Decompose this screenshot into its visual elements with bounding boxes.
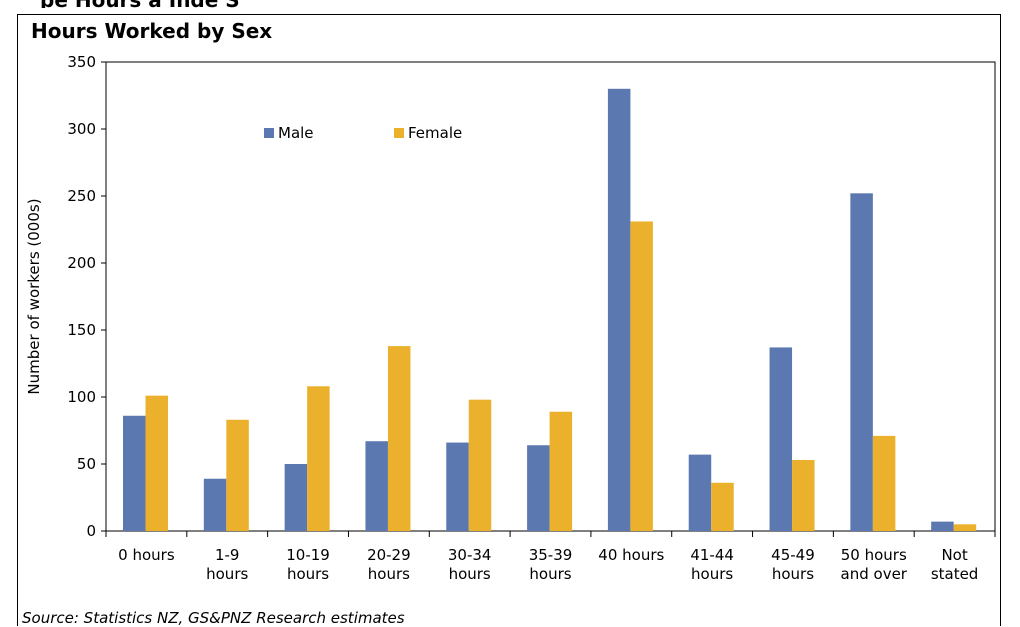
y-tick-label: 0 — [86, 522, 96, 540]
x-tick-label: 0 hours — [118, 546, 175, 564]
axis-labels: 0 50 100 150 200 250 300 350 Number of workers (… — [25, 53, 978, 583]
bar-female-8 — [792, 459, 815, 531]
bar-male-10 — [931, 521, 954, 531]
x-tick-label-line: hours — [368, 565, 410, 583]
x-tick-label-line: 0 hours — [118, 546, 175, 564]
y-tick-label: 150 — [67, 321, 96, 339]
x-tick-label-line: 40 hours — [598, 546, 664, 564]
x-tick-label-line: and over — [841, 565, 908, 583]
chart-title: Hours Worked by Sex — [31, 19, 273, 43]
x-tick-label: 50 hours and over — [841, 546, 908, 583]
legend-label-female: Female — [408, 124, 462, 142]
x-tick-label: 35-39 hours — [529, 546, 573, 583]
x-tick-label-line: hours — [449, 565, 491, 583]
x-tick-label: 41-44 hours — [690, 546, 734, 583]
bar-male-8 — [769, 347, 793, 531]
bar-female-9 — [872, 435, 896, 531]
bar-male-4 — [446, 442, 469, 531]
chart-frame — [17, 14, 1001, 626]
legend-swatch-female — [394, 128, 404, 138]
x-tick-label-line: 41-44 — [690, 546, 734, 564]
x-tick-label-line: 45-49 — [771, 546, 815, 564]
x-tick-label-line: 10-19 — [286, 546, 330, 564]
legend-swatch-male — [264, 128, 274, 138]
bar-female-6 — [630, 221, 653, 531]
bar-female-1 — [226, 419, 249, 531]
bar-female-0 — [145, 395, 168, 531]
bar-female-4 — [468, 399, 492, 531]
y-tick-label: 200 — [67, 254, 96, 272]
y-tick-label: 300 — [67, 120, 96, 138]
legend-label-male: Male — [278, 124, 314, 142]
x-tick-label: 45-49 hours — [771, 546, 815, 583]
x-tick-label-line: stated — [931, 565, 979, 583]
x-tick-label-line: 30-34 — [448, 546, 492, 564]
bar-male-1 — [203, 478, 227, 531]
x-tick-label: 1-9 hours — [206, 546, 248, 583]
x-tick-label: 10-19 hours — [286, 546, 330, 583]
x-tick-label-line: hours — [287, 565, 329, 583]
x-tick-label: 20-29 hours — [367, 546, 411, 583]
y-tick-label: 50 — [77, 455, 96, 473]
y-tick-label: 100 — [67, 388, 96, 406]
bar-male-3 — [365, 441, 388, 531]
bars — [123, 88, 977, 532]
bar-male-7 — [688, 454, 712, 531]
x-tick-label: 40 hours — [598, 546, 664, 564]
bar-female-10 — [953, 524, 977, 531]
bar-female-7 — [711, 482, 734, 531]
bar-female-2 — [307, 386, 330, 531]
x-tick-label-line: 20-29 — [367, 546, 411, 564]
x-tick-label-line: 35-39 — [529, 546, 573, 564]
y-tick-label: 250 — [67, 187, 96, 205]
bar-male-2 — [284, 464, 308, 531]
bar-male-0 — [123, 415, 146, 531]
bar-female-3 — [387, 346, 411, 531]
x-tick-label-line: hours — [206, 565, 248, 583]
x-tick-label-line: hours — [529, 565, 571, 583]
y-tick-label: 350 — [67, 53, 96, 71]
bar-male-9 — [850, 193, 873, 531]
y-axis-label: Number of workers (000s) — [25, 198, 43, 394]
x-tick-label-line: 1-9 — [215, 546, 240, 564]
clipped-header-fragment: pe Hours a Inde S — [0, 0, 1020, 8]
bar-male-5 — [527, 445, 550, 531]
clipped-header-text: pe Hours a Inde S — [40, 0, 240, 8]
x-tick-label-line: hours — [691, 565, 733, 583]
x-tick-label: 30-34 hours — [448, 546, 492, 583]
x-tick-label-line: 50 hours — [841, 546, 907, 564]
bar-male-6 — [607, 88, 631, 532]
x-tick-label-line: Not — [941, 546, 967, 564]
chart-source: Source: Statistics NZ, GS&PNZ Research e… — [22, 609, 405, 627]
x-tick-label-line: hours — [772, 565, 814, 583]
x-tick-label: Not stated — [931, 546, 979, 583]
legend: Male Female — [264, 124, 462, 142]
bar-female-5 — [549, 411, 573, 531]
